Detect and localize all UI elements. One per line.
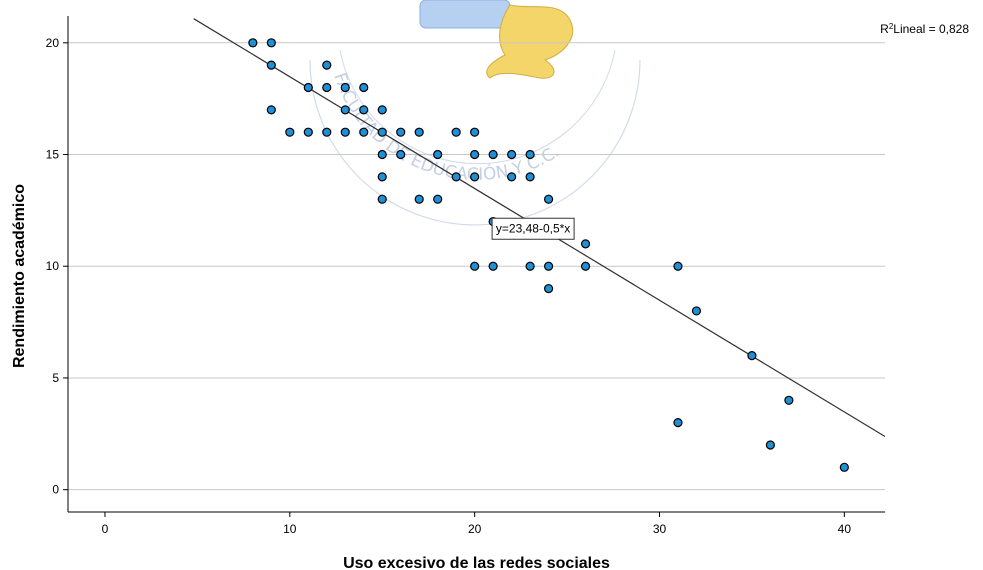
data-point (470, 172, 480, 182)
axes (63, 16, 885, 517)
data-point (507, 149, 517, 160)
data-point (839, 462, 849, 472)
data-point (673, 261, 683, 271)
data-point (451, 172, 461, 182)
equation-label-box: y=23,48-0,5*x (491, 217, 575, 240)
data-point (488, 149, 498, 160)
data-point (488, 261, 498, 271)
y-tick-label: 10 (46, 259, 60, 273)
data-point (433, 149, 443, 160)
x-tick-label: 30 (653, 522, 667, 536)
data-point (359, 105, 369, 115)
data-point (784, 395, 794, 405)
x-tick-label: 0 (102, 522, 109, 536)
data-point (248, 38, 258, 48)
data-point (543, 194, 554, 204)
y-axis-title: Rendimiento académico (11, 184, 28, 368)
data-point (322, 60, 332, 70)
data-point (377, 127, 387, 137)
data-point (765, 440, 775, 450)
data-point (470, 261, 480, 271)
data-point (377, 149, 387, 160)
data-point (747, 351, 757, 361)
equation-label: y=23,48-0,5*x (496, 221, 570, 235)
data-point (303, 82, 313, 93)
data-point (359, 127, 369, 137)
data-point (470, 149, 480, 160)
data-point (691, 306, 702, 316)
data-point (396, 149, 406, 160)
data-point (377, 172, 387, 182)
data-point (470, 127, 480, 137)
x-tick-label: 40 (838, 522, 852, 536)
data-point (359, 82, 369, 93)
data-point (580, 261, 591, 271)
data-point (266, 60, 276, 70)
data-point (673, 418, 683, 428)
y-tick-label: 5 (52, 371, 59, 385)
axis-labels: 0 5 10 15 20 0 10 20 30 40 (46, 36, 852, 536)
data-point (543, 261, 554, 271)
data-point (303, 127, 313, 137)
data-point (340, 127, 350, 137)
data-point (580, 239, 591, 249)
data-point (377, 194, 387, 204)
data-point (322, 82, 332, 93)
data-point (543, 283, 554, 294)
data-point (451, 127, 461, 137)
data-point (414, 127, 424, 137)
data-point (525, 261, 535, 271)
data-point (525, 172, 535, 182)
r-squared-label: R2Lineal = 0,828 (880, 22, 969, 37)
data-point (266, 105, 276, 115)
y-tick-label: 20 (46, 36, 60, 50)
data-point (525, 149, 535, 160)
data-point (322, 127, 332, 137)
data-point (396, 127, 406, 137)
x-axis-title: Uso excesivo de las redes sociales (343, 555, 610, 570)
data-point (433, 194, 443, 204)
x-tick-label: 10 (283, 522, 297, 536)
data-point (340, 82, 350, 93)
data-point (340, 105, 350, 115)
y-tick-label: 0 (52, 483, 59, 497)
data-point (266, 38, 276, 48)
data-point (285, 127, 295, 137)
y-tick-label: 15 (46, 148, 60, 162)
data-point (377, 105, 387, 115)
x-tick-label: 20 (468, 522, 482, 536)
data-point (414, 194, 424, 204)
data-points (248, 38, 849, 472)
watermark-seal: FACULTAD DE EDUCACIÓN Y C.C. (309, 0, 641, 226)
data-point (507, 172, 517, 182)
